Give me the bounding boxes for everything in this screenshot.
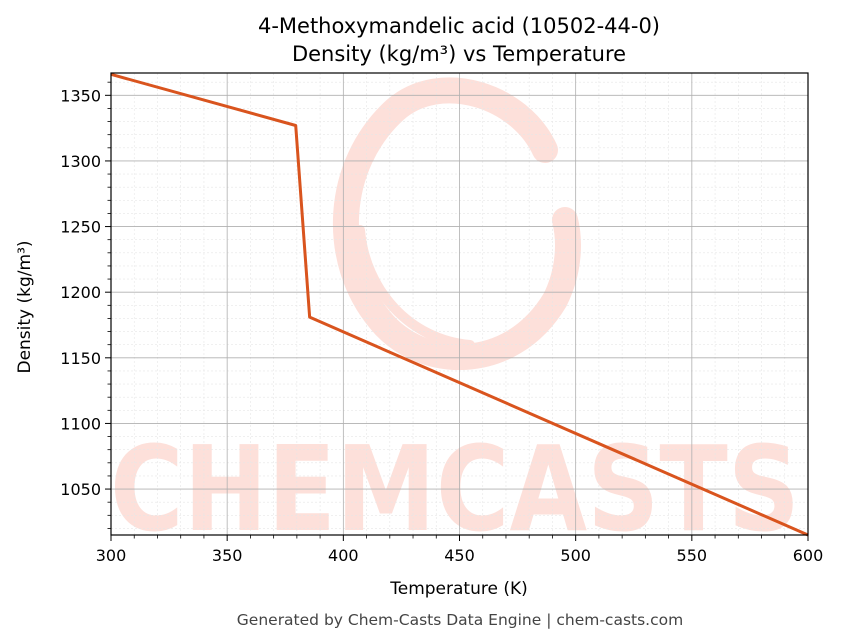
chart-title: 4-Methoxymandelic acid (10502-44-0) [258,14,660,38]
y-tick-label: 1300 [60,152,101,171]
y-axis-label: Density (kg/m³) [15,240,35,373]
footer-credit: Generated by Chem-Casts Data Engine | ch… [237,611,683,629]
series-line-density [110,72,809,537]
watermark-swirl-logo [332,77,581,370]
y-tick-label: 1050 [60,480,101,499]
y-tick-label: 1350 [60,86,101,105]
chart-subtitle: Density (kg/m³) vs Temperature [292,42,626,66]
x-tick-label: 450 [444,546,475,565]
x-tick-label: 400 [328,546,359,565]
x-tick-label: 600 [793,546,824,565]
series-layer [110,72,809,537]
x-axis-label: Temperature (K) [389,579,528,599]
x-tick-label: 500 [560,546,591,565]
x-tick-label: 350 [212,546,243,565]
y-tick-label: 1250 [60,218,101,237]
y-tick-label: 1200 [60,283,101,302]
y-tick-label: 1100 [60,414,101,433]
x-tick-label: 300 [96,546,127,565]
y-tick-label: 1150 [60,349,101,368]
x-tick-label: 550 [677,546,708,565]
axes-layer: 300 350 400 450 500 550 600 1050 1100 1150 1200 125… [60,72,824,565]
